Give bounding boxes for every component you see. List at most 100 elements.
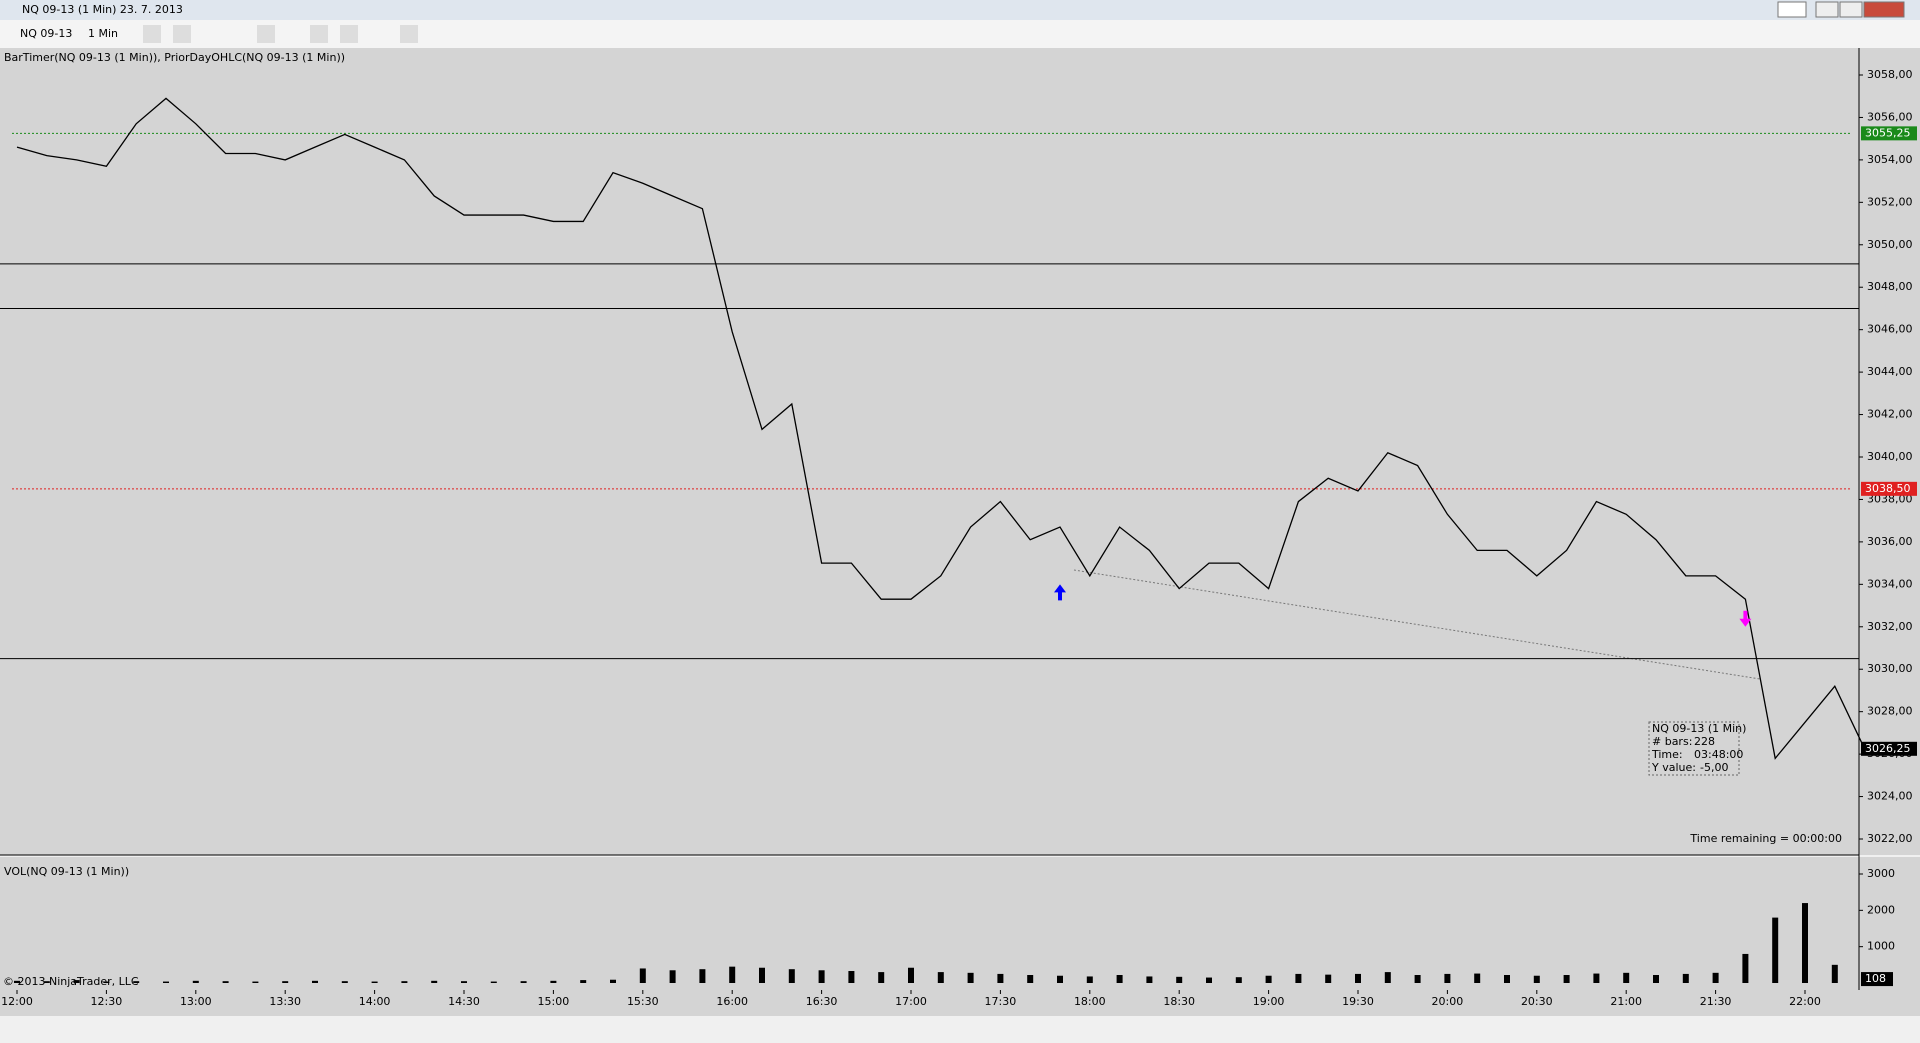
volume-bar xyxy=(1831,964,1838,983)
y-tick-label: 3048,00 xyxy=(1867,280,1913,293)
x-tick-label: 19:00 xyxy=(1253,995,1285,1008)
bar-type-button[interactable] xyxy=(143,25,161,43)
current-price-tag xyxy=(1861,741,1917,756)
volume-bar xyxy=(1563,975,1570,983)
price-tag-label: 3055,25 xyxy=(1865,126,1911,139)
y-tick-label: 3056,00 xyxy=(1867,110,1913,123)
volume-bar xyxy=(878,972,885,983)
x-tick-label: 20:30 xyxy=(1521,995,1553,1008)
link-button[interactable] xyxy=(1777,1,1807,18)
price-panel xyxy=(0,48,1920,855)
tooltip-value: 228 xyxy=(1694,735,1715,748)
close-button[interactable] xyxy=(1863,1,1905,18)
x-tick-label: 20:00 xyxy=(1432,995,1464,1008)
y-tick-label: 3036,00 xyxy=(1867,535,1913,548)
y-tick-label: 3054,00 xyxy=(1867,153,1913,166)
y-tick-label: 3050,00 xyxy=(1867,238,1913,251)
tooltip-key: Time: xyxy=(1651,748,1683,761)
y-tick-label: 1000 xyxy=(1867,940,1895,953)
volume-bar xyxy=(967,972,974,983)
volume-bar xyxy=(520,981,527,983)
x-tick-label: 19:30 xyxy=(1342,995,1374,1008)
y-tick-label: 3046,00 xyxy=(1867,323,1913,336)
draw-button[interactable] xyxy=(173,25,191,43)
volume-bar xyxy=(1653,975,1659,983)
volume-bar xyxy=(1772,917,1779,983)
price-tag xyxy=(1861,126,1917,141)
volume-bar xyxy=(818,970,825,983)
volume-bar xyxy=(163,981,169,983)
volume-bar xyxy=(1802,903,1808,983)
volume-bar xyxy=(1712,972,1719,983)
indicators-button[interactable] xyxy=(310,25,328,43)
title-bar xyxy=(0,0,1920,20)
volume-bar xyxy=(937,972,944,983)
volume-bar xyxy=(461,981,467,983)
x-tick-label: 18:30 xyxy=(1163,995,1195,1008)
volume-bar xyxy=(1593,973,1600,983)
current-volume-label: 108 xyxy=(1865,972,1886,985)
volume-bar xyxy=(371,981,378,983)
volume-bar xyxy=(669,970,676,983)
volume-bar xyxy=(252,981,259,983)
y-tick-label: 2000 xyxy=(1867,903,1895,916)
volume-bar xyxy=(1474,973,1481,983)
volume-bar xyxy=(1742,953,1749,983)
volume-bar xyxy=(73,980,80,983)
time-remaining: Time remaining = 00:00:00 xyxy=(1689,832,1842,845)
instrument-selector[interactable]: NQ 09-13 xyxy=(20,27,72,40)
volume-bar xyxy=(1325,974,1332,983)
volume-bar xyxy=(1027,975,1034,983)
volume-bar xyxy=(103,981,110,983)
volume-bar xyxy=(14,980,20,983)
volume-bar xyxy=(908,967,914,983)
volume-bar xyxy=(1206,977,1212,983)
y-tick-label: 3040,00 xyxy=(1867,450,1913,463)
volume-bar xyxy=(759,967,765,983)
x-tick-label: 12:30 xyxy=(91,995,123,1008)
volume-bar xyxy=(729,966,736,983)
volume-panel xyxy=(0,857,1920,990)
volume-bar xyxy=(1682,973,1689,983)
y-tick-label: 3000 xyxy=(1867,867,1895,880)
volume-bar xyxy=(431,980,438,983)
y-tick-label: 3052,00 xyxy=(1867,195,1913,208)
tooltip-value: 03:48:00 xyxy=(1694,748,1743,761)
minimize-button[interactable] xyxy=(1815,1,1839,18)
toolbar xyxy=(0,20,1920,48)
volume-bar xyxy=(610,979,616,983)
properties-button[interactable] xyxy=(400,25,418,43)
volume-bar xyxy=(1533,975,1540,983)
x-tick-label: 15:00 xyxy=(538,995,570,1008)
y-tick-label: 3058,00 xyxy=(1867,68,1913,81)
volume-bar xyxy=(1176,976,1183,983)
volume-bar xyxy=(282,981,289,983)
crosshair-button[interactable] xyxy=(257,25,275,43)
current-volume-tag xyxy=(1861,972,1893,987)
current-price-label: 3026,25 xyxy=(1865,742,1911,755)
volume-bar xyxy=(1086,976,1093,983)
y-tick-label: 3024,00 xyxy=(1867,790,1913,803)
interval-selector[interactable]: 1 Min xyxy=(88,27,118,40)
volume-bar xyxy=(997,973,1004,983)
x-tick-label: 18:00 xyxy=(1074,995,1106,1008)
scrollbar[interactable] xyxy=(0,1016,1920,1039)
volume-bar xyxy=(1384,972,1391,983)
volume-bar xyxy=(1235,977,1242,983)
strategies-button[interactable] xyxy=(340,25,358,43)
price-tag-label: 3038,50 xyxy=(1865,482,1911,495)
volume-bar xyxy=(490,981,497,983)
volume-bar xyxy=(550,980,557,983)
volume-bar xyxy=(639,968,646,983)
y-tick-label: 3034,00 xyxy=(1867,577,1913,590)
x-tick-label: 21:00 xyxy=(1610,995,1642,1008)
volume-bar xyxy=(1414,975,1421,983)
volume-bar xyxy=(848,971,855,983)
x-tick-label: 17:00 xyxy=(895,995,927,1008)
y-tick-label: 3028,00 xyxy=(1867,705,1913,718)
signal-arrow xyxy=(1054,584,1066,601)
x-tick-label: 21:30 xyxy=(1700,995,1732,1008)
maximize-button[interactable] xyxy=(1839,1,1863,18)
x-tick-label: 14:30 xyxy=(448,995,480,1008)
